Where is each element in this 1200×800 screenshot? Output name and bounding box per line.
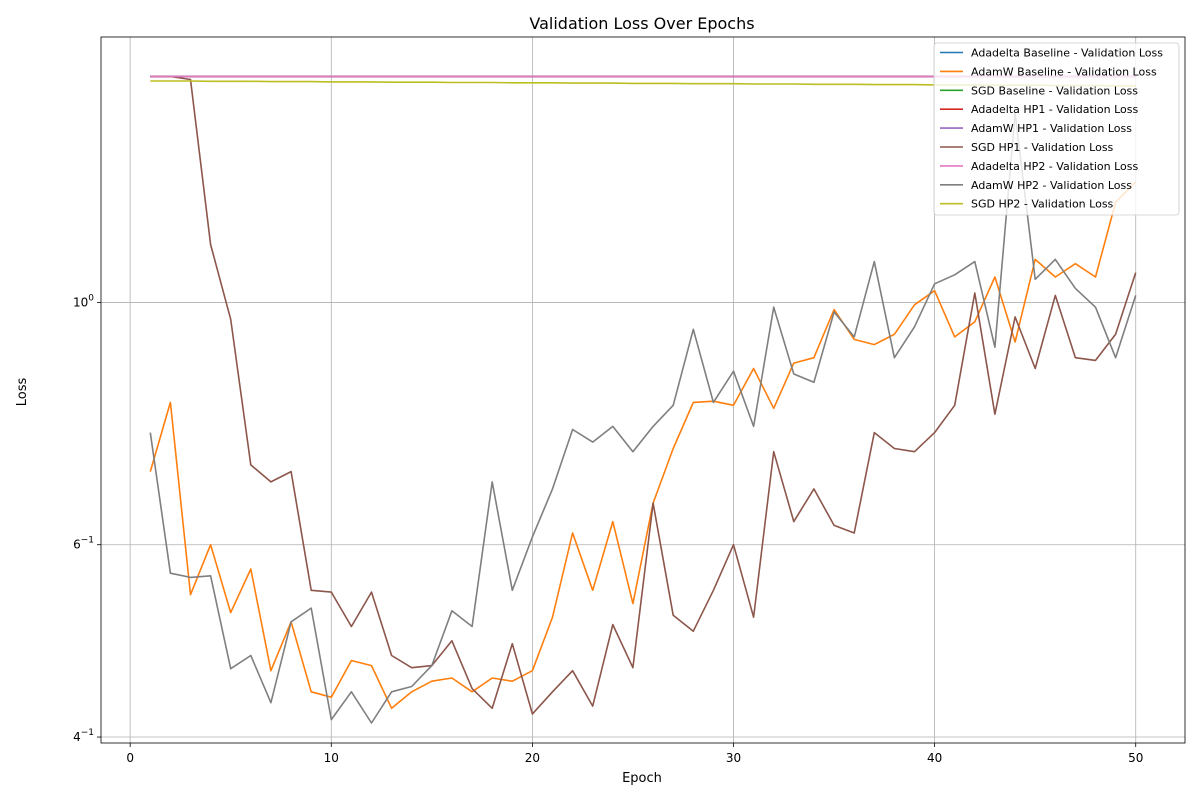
- chart-title: Validation Loss Over Epochs: [529, 14, 754, 33]
- legend-entry: SGD HP2 - Validation Loss: [971, 198, 1114, 211]
- x-tick-label: 10: [324, 751, 339, 765]
- x-axis-label: Epoch: [622, 771, 662, 786]
- series-line-8: [149, 112, 1137, 724]
- plot-frame: [100, 36, 1186, 744]
- y-tick-label: 100: [73, 293, 94, 309]
- series-line-6: [150, 75, 1137, 715]
- legend-entry: AdamW HP2 - Validation Loss: [971, 179, 1132, 192]
- x-tick-label: 50: [1128, 751, 1143, 765]
- y-axis-label: Loss: [15, 378, 30, 407]
- legend-entry: Adadelta HP1 - Validation Loss: [971, 103, 1138, 116]
- legend-entry: AdamW HP1 - Validation Loss: [971, 122, 1132, 135]
- legend: Adadelta Baseline - Validation Loss AdamW…: [933, 42, 1180, 216]
- x-tick-label: 20: [525, 751, 540, 765]
- legend-entry: SGD Baseline - Validation Loss: [971, 84, 1138, 97]
- legend-entry: AdamW Baseline - Validation Loss: [971, 65, 1157, 78]
- legend-entry: Adadelta HP2 - Validation Loss: [971, 160, 1138, 173]
- x-tick-label: 30: [726, 751, 741, 765]
- grid-lines: [101, 37, 1185, 743]
- y-tick-label: 6−1: [73, 536, 94, 552]
- x-tick-label: 0: [126, 751, 134, 765]
- x-axis-ticks: 0 10 20 30 40 50: [126, 743, 1143, 765]
- legend-entry: SGD HP1 - Validation Loss: [971, 141, 1114, 154]
- x-tick-label: 40: [927, 751, 942, 765]
- legend-entry: Adadelta Baseline - Validation Loss: [971, 47, 1163, 60]
- series-line-2: [149, 181, 1137, 710]
- y-tick-label: 4−1: [73, 728, 94, 744]
- y-axis-ticks: 4−1 6−1 100: [73, 293, 101, 744]
- legend-box: [933, 42, 1180, 216]
